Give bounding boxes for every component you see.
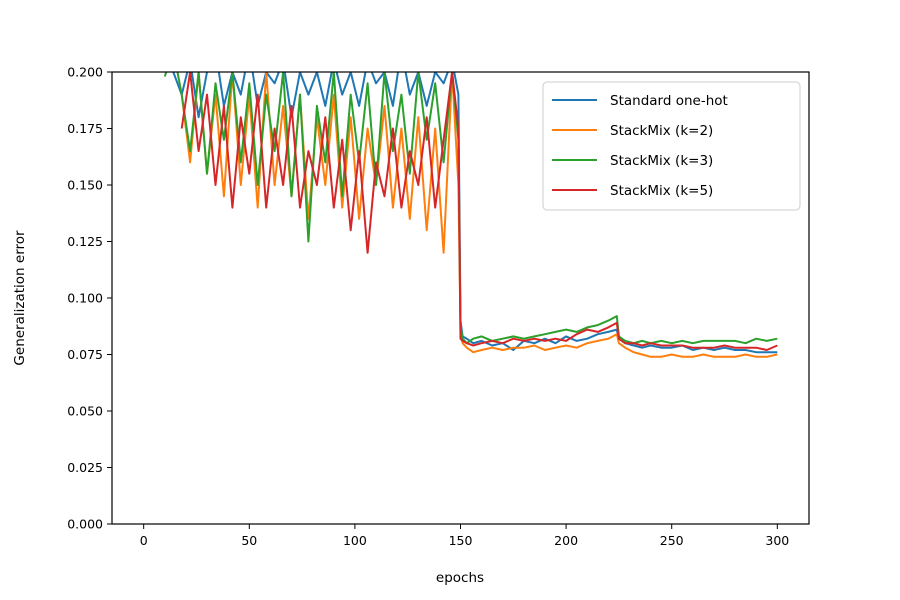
y-axis-label: Generalization error xyxy=(12,230,28,366)
x-tick-label: 50 xyxy=(241,533,257,548)
legend-label: StackMix (k=5) xyxy=(610,183,713,199)
x-tick-label: 200 xyxy=(554,533,578,548)
series-line-1 xyxy=(172,72,778,354)
x-tick-label: 250 xyxy=(660,533,684,548)
y-tick-label: 0.150 xyxy=(67,178,103,193)
legend: Standard one-hot StackMix (k=2) StackMix (… xyxy=(542,81,801,211)
y-tick-label: 0.125 xyxy=(67,234,103,249)
x-axis-label: epochs xyxy=(436,570,484,586)
x-tick-label: 300 xyxy=(765,533,789,548)
legend-label: StackMix (k=2) xyxy=(610,123,713,139)
y-tick-label: 0.025 xyxy=(67,460,103,475)
legend-label: Standard one-hot xyxy=(610,93,728,109)
y-tick-label: 0.075 xyxy=(67,347,103,362)
y-tick-label: 0.100 xyxy=(67,291,103,306)
x-tick-label: 150 xyxy=(449,533,473,548)
y-tick-label: 0.000 xyxy=(67,517,103,532)
x-axis: 0 50 100 150 200 250 300 xyxy=(140,524,789,548)
y-tick-label: 0.200 xyxy=(67,65,103,80)
y-tick-label: 0.175 xyxy=(67,121,103,136)
legend-box xyxy=(542,81,801,211)
y-tick-label: 0.050 xyxy=(67,404,103,419)
x-tick-label: 0 xyxy=(140,533,148,548)
legend-label: StackMix (k=3) xyxy=(610,153,713,169)
x-tick-label: 100 xyxy=(343,533,367,548)
series-layer xyxy=(163,72,778,358)
y-axis: 0.000 0.025 0.050 0.075 0.100 0.125 0.150 0.175… xyxy=(67,65,112,532)
series-line-4 xyxy=(180,72,778,351)
